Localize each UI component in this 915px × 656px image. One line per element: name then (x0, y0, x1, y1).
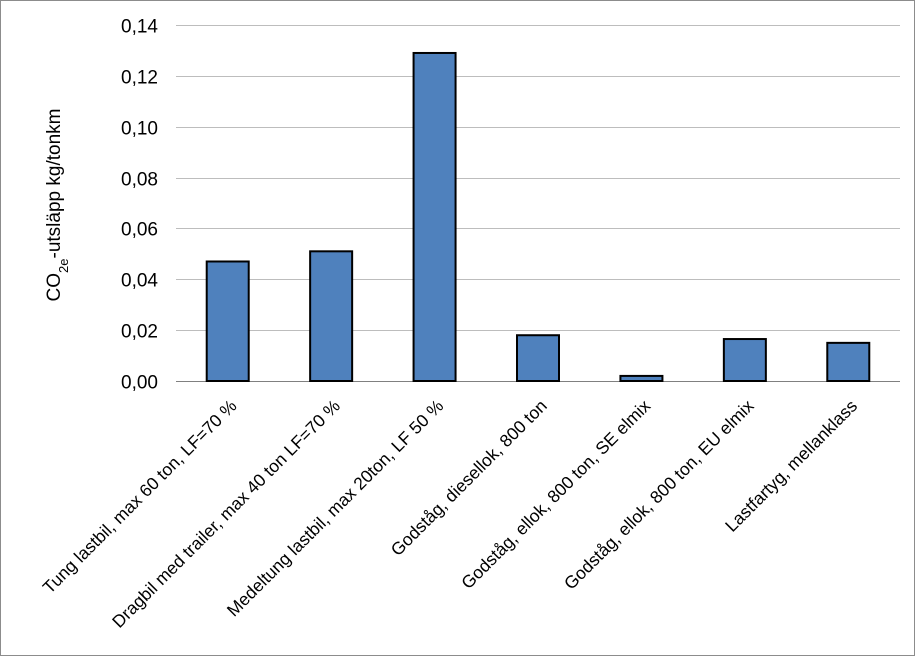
category-labels: Tung lastbil, max 60 ton, LF=70 %Dragbil… (39, 396, 862, 632)
y-tick-label: 0,06 (121, 220, 158, 241)
bar (309, 250, 354, 382)
x-category-label: Tung lastbil, max 60 ton, LF=70 % (39, 396, 241, 598)
y-tick-label: 0,14 (121, 17, 158, 38)
y-tick-label: 0,08 (121, 170, 158, 191)
bar (205, 260, 250, 382)
y-tick-label: 0,00 (121, 373, 158, 394)
y-tick-labels: 0,00 0,02 0,04 0,06 0,08 0,10 0,12 0,14 (121, 17, 158, 394)
bar (619, 374, 664, 382)
bar (826, 341, 871, 383)
y-axis-label: CO2e-utsläpp kg/tonkm (44, 109, 71, 302)
x-category-label: Medeltung lastbil, max 20ton, LF 50 % (223, 396, 448, 621)
y-axis-label-rest: -utsläpp kg/tonkm (44, 109, 65, 259)
y-tick-label: 0,12 (121, 68, 158, 89)
y-tick-label: 0,02 (121, 322, 158, 343)
y-tick-label: 0,04 (121, 271, 158, 292)
bars (205, 51, 871, 383)
gridlines (176, 25, 900, 382)
x-category-label: Godståg, ellok, 800 ton, SE elmix (457, 396, 654, 593)
bar (412, 51, 457, 382)
bar (722, 338, 767, 382)
bar (516, 334, 560, 383)
y-axis-label-subscript: 2e (56, 259, 71, 273)
y-axis-label-base: CO (44, 273, 65, 302)
x-category-label: Dragbil med trailer, max 40 ton LF=70 % (108, 396, 344, 632)
y-tick-label: 0,10 (121, 119, 158, 140)
x-category-label: Godståg, ellok, 800 ton, EU elmix (560, 396, 758, 594)
